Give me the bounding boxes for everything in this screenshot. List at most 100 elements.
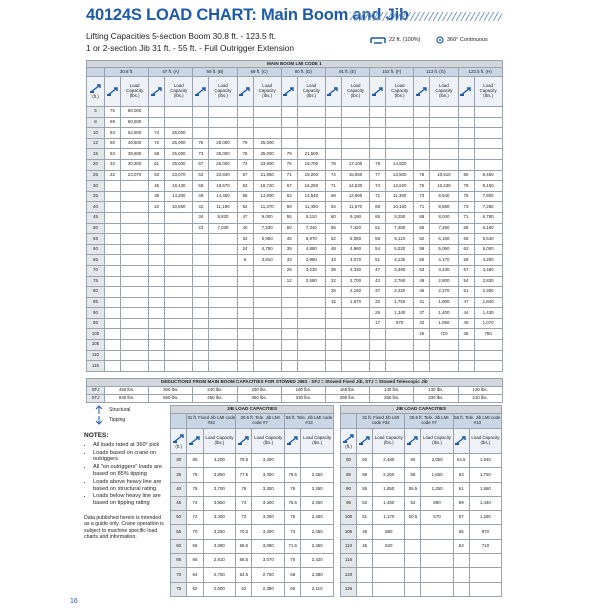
deduction-label: SFJ — [86, 385, 105, 395]
capacity: 710 — [468, 538, 503, 555]
boom-angle — [280, 106, 298, 118]
capacity — [429, 339, 459, 351]
capacity: 5,020 — [385, 243, 415, 256]
capacity: 3,300 — [251, 524, 286, 540]
boom-angle — [104, 190, 121, 203]
boom-angle — [148, 254, 166, 266]
boom-angle: 32 — [369, 296, 387, 309]
row: 100 51 1,170 50.5 570 57 1,260 — [339, 510, 503, 526]
rotation-info: 360° Continuous — [436, 36, 488, 44]
capacity — [252, 275, 282, 288]
capacity: 7,480 — [385, 222, 415, 235]
row: 8 69 60,500 — [86, 116, 503, 129]
boom-angle — [457, 158, 475, 171]
capacity: 5,950 — [252, 233, 282, 245]
spacer-cell — [86, 370, 503, 379]
capacity — [119, 243, 150, 256]
radius: 65 — [86, 254, 105, 266]
boom-angle — [148, 211, 166, 224]
boom-angle: 53 — [404, 495, 422, 512]
boom-angle: 74 — [148, 127, 166, 139]
boom-angle — [324, 349, 342, 362]
boom-angle: 71 — [413, 201, 431, 213]
capacity: 1,430 — [473, 307, 503, 319]
capacity-header: Load Capacity (lbs.) — [473, 76, 503, 107]
unit-label: (ft.) — [175, 443, 182, 449]
capacity — [473, 349, 503, 362]
boom-angle — [404, 567, 422, 583]
jib-table-title: JIB LOAD CAPACITIES — [340, 405, 502, 414]
capacity — [429, 106, 459, 118]
boom-angle — [104, 180, 121, 192]
boom-angle: 54 — [457, 275, 475, 288]
capacity: 2,150 — [340, 286, 371, 298]
row: 31 ft. Fixed Jib LMI code #32 30.5 ft. Te… — [339, 413, 503, 429]
capacity — [119, 360, 150, 372]
boom-angle — [104, 264, 121, 277]
row: 65 6 3,810 33 3,980 43 4,070 51 4,130 56 4,170 59 4,… — [86, 254, 503, 266]
capacity — [429, 116, 459, 129]
capacity-header: Load Capacity (lbs.) — [300, 428, 334, 454]
capacity — [119, 286, 150, 298]
icon-header: (ft.) — [86, 76, 105, 107]
boom-angle — [413, 106, 431, 118]
capacity: 16,250 — [296, 180, 326, 192]
capacity: 11,190 — [208, 201, 238, 213]
capacity: 10,860 — [164, 201, 194, 213]
boom-angle: 52 — [236, 201, 254, 213]
capacity: 1,940 — [468, 452, 503, 469]
boom-angle — [192, 286, 210, 298]
boom-angle: 55 — [280, 211, 298, 224]
capacity — [208, 296, 238, 309]
row: 105 48 880 55 970 — [339, 524, 503, 540]
boom-angle: 34 — [192, 211, 210, 224]
boom-angle — [452, 567, 470, 583]
jib-table: JIB LOAD CAPACITIES 31 ft. Fixed Jib LMI … — [169, 405, 334, 597]
boom-angle — [104, 222, 121, 235]
boom-angle: 78 — [324, 158, 342, 171]
outrigger-icon — [370, 37, 386, 44]
capacity — [208, 317, 238, 330]
boom-angle — [104, 307, 121, 319]
row: 10 64 52,500 74 25,000 — [86, 127, 503, 139]
boom-angle — [452, 581, 470, 597]
icon-header — [284, 428, 302, 454]
capacity: 2,300 — [473, 286, 503, 298]
capacity: 4,070 — [340, 254, 371, 266]
icon-header — [413, 76, 431, 107]
capacity — [252, 339, 282, 351]
capacity — [208, 328, 238, 341]
row: 105 — [86, 339, 503, 351]
capacity: 14,600 — [252, 190, 282, 203]
boom-angle: 47 — [236, 211, 254, 224]
boom-angle — [369, 148, 387, 160]
boom-angle: 71 — [369, 190, 387, 203]
capacity: 8,450 — [473, 169, 503, 182]
capacity: 8,820 — [208, 211, 238, 224]
capacity: 7,030 — [208, 222, 238, 235]
boom-angle — [413, 339, 431, 351]
capacity: 46,600 — [119, 137, 150, 150]
boom-angle: 22 — [148, 201, 166, 213]
legend-icon — [95, 405, 103, 414]
row: 75 62 2,600 62 2,380 66 2,110 — [169, 581, 334, 597]
capacity — [119, 264, 150, 277]
boom-angle: 64.5 — [452, 452, 470, 469]
boom-angle — [413, 360, 431, 372]
capacity: 1,840 — [473, 296, 503, 309]
boom-angle: 59 — [452, 495, 470, 512]
capacity: 2,450 — [300, 524, 334, 540]
capacity — [385, 127, 415, 139]
radius: 55 — [86, 233, 105, 245]
boom-angle — [404, 581, 422, 597]
capacity: 6,150 — [429, 233, 459, 245]
capacity: 7,230 — [252, 222, 282, 235]
capacity — [296, 360, 326, 372]
capacity — [164, 328, 194, 341]
boom-angle: 75 — [457, 190, 475, 203]
boom-icon — [283, 86, 294, 96]
capacity: 21,500 — [296, 148, 326, 160]
capacity: 18,670 — [208, 180, 238, 192]
capacity — [385, 349, 415, 362]
